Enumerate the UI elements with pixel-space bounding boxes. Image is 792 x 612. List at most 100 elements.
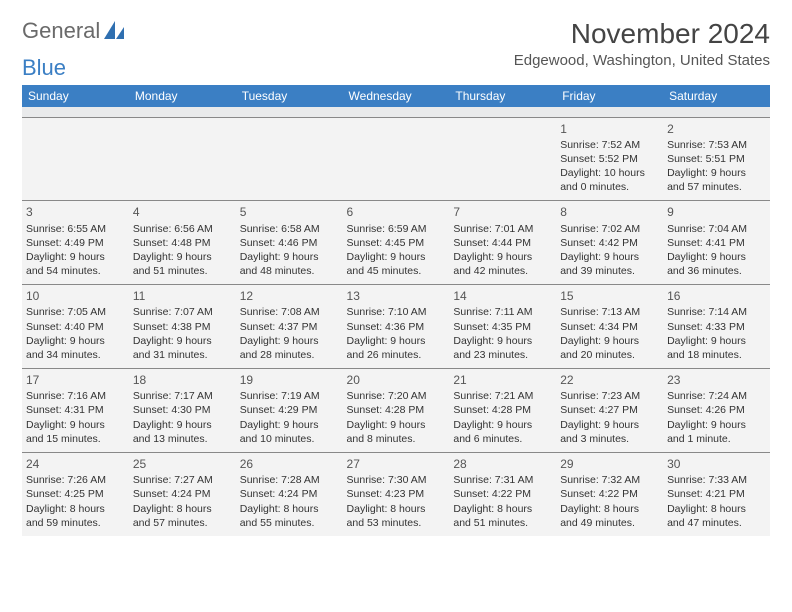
day-number: 6 (347, 201, 446, 221)
calendar-cell: 30Sunrise: 7:33 AMSunset: 4:21 PMDayligh… (663, 453, 770, 536)
day-number: 23 (667, 369, 766, 389)
day-info: Sunrise: 7:31 AMSunset: 4:22 PMDaylight:… (453, 473, 552, 530)
day-info: Sunrise: 7:21 AMSunset: 4:28 PMDaylight:… (453, 389, 552, 446)
calendar-cell: 13Sunrise: 7:10 AMSunset: 4:36 PMDayligh… (343, 285, 450, 369)
day-info: Sunrise: 7:14 AMSunset: 4:33 PMDaylight:… (667, 305, 766, 362)
weekday-header: Wednesday (343, 85, 450, 107)
day-number: 8 (560, 201, 659, 221)
day-number: 12 (240, 285, 339, 305)
calendar-cell: 25Sunrise: 7:27 AMSunset: 4:24 PMDayligh… (129, 453, 236, 536)
weekday-header: Tuesday (236, 85, 343, 107)
day-info: Sunrise: 7:53 AMSunset: 5:51 PMDaylight:… (667, 138, 766, 195)
calendar-cell: 16Sunrise: 7:14 AMSunset: 4:33 PMDayligh… (663, 285, 770, 369)
calendar-table: SundayMondayTuesdayWednesdayThursdayFrid… (22, 85, 770, 536)
day-info: Sunrise: 7:07 AMSunset: 4:38 PMDaylight:… (133, 305, 232, 362)
calendar-cell: 6Sunrise: 6:59 AMSunset: 4:45 PMDaylight… (343, 201, 450, 285)
calendar-cell: 26Sunrise: 7:28 AMSunset: 4:24 PMDayligh… (236, 453, 343, 536)
day-number: 22 (560, 369, 659, 389)
day-number: 26 (240, 453, 339, 473)
day-number: 27 (347, 453, 446, 473)
calendar-cell: 9Sunrise: 7:04 AMSunset: 4:41 PMDaylight… (663, 201, 770, 285)
calendar-cell: 29Sunrise: 7:32 AMSunset: 4:22 PMDayligh… (556, 453, 663, 536)
calendar-cell: 18Sunrise: 7:17 AMSunset: 4:30 PMDayligh… (129, 369, 236, 453)
day-info: Sunrise: 7:26 AMSunset: 4:25 PMDaylight:… (26, 473, 125, 530)
day-info: Sunrise: 7:32 AMSunset: 4:22 PMDaylight:… (560, 473, 659, 530)
day-number: 13 (347, 285, 446, 305)
calendar-cell: 2Sunrise: 7:53 AMSunset: 5:51 PMDaylight… (663, 117, 770, 201)
day-number: 15 (560, 285, 659, 305)
calendar-cell: 7Sunrise: 7:01 AMSunset: 4:44 PMDaylight… (449, 201, 556, 285)
day-info: Sunrise: 6:58 AMSunset: 4:46 PMDaylight:… (240, 222, 339, 279)
day-info: Sunrise: 7:20 AMSunset: 4:28 PMDaylight:… (347, 389, 446, 446)
day-info: Sunrise: 6:56 AMSunset: 4:48 PMDaylight:… (133, 222, 232, 279)
calendar-cell: 11Sunrise: 7:07 AMSunset: 4:38 PMDayligh… (129, 285, 236, 369)
day-info: Sunrise: 7:52 AMSunset: 5:52 PMDaylight:… (560, 138, 659, 195)
day-info: Sunrise: 7:23 AMSunset: 4:27 PMDaylight:… (560, 389, 659, 446)
calendar-cell: 28Sunrise: 7:31 AMSunset: 4:22 PMDayligh… (449, 453, 556, 536)
day-number: 19 (240, 369, 339, 389)
calendar-cell: 27Sunrise: 7:30 AMSunset: 4:23 PMDayligh… (343, 453, 450, 536)
day-number: 7 (453, 201, 552, 221)
day-number: 29 (560, 453, 659, 473)
day-info: Sunrise: 6:59 AMSunset: 4:45 PMDaylight:… (347, 222, 446, 279)
day-info: Sunrise: 7:33 AMSunset: 4:21 PMDaylight:… (667, 473, 766, 530)
calendar-cell: 20Sunrise: 7:20 AMSunset: 4:28 PMDayligh… (343, 369, 450, 453)
day-info: Sunrise: 7:27 AMSunset: 4:24 PMDaylight:… (133, 473, 232, 530)
calendar-cell: 22Sunrise: 7:23 AMSunset: 4:27 PMDayligh… (556, 369, 663, 453)
calendar-cell: 14Sunrise: 7:11 AMSunset: 4:35 PMDayligh… (449, 285, 556, 369)
day-info: Sunrise: 7:11 AMSunset: 4:35 PMDaylight:… (453, 305, 552, 362)
day-number: 9 (667, 201, 766, 221)
weekday-header: Thursday (449, 85, 556, 107)
calendar-cell: 12Sunrise: 7:08 AMSunset: 4:37 PMDayligh… (236, 285, 343, 369)
logo-blue-text: Blue (22, 55, 770, 81)
day-number: 11 (133, 285, 232, 305)
day-info: Sunrise: 7:01 AMSunset: 4:44 PMDaylight:… (453, 222, 552, 279)
day-info: Sunrise: 7:05 AMSunset: 4:40 PMDaylight:… (26, 305, 125, 362)
day-number: 21 (453, 369, 552, 389)
day-number: 3 (26, 201, 125, 221)
day-number: 16 (667, 285, 766, 305)
calendar-cell (449, 117, 556, 201)
day-number: 4 (133, 201, 232, 221)
calendar-cell: 24Sunrise: 7:26 AMSunset: 4:25 PMDayligh… (22, 453, 129, 536)
day-number: 14 (453, 285, 552, 305)
calendar-cell: 5Sunrise: 6:58 AMSunset: 4:46 PMDaylight… (236, 201, 343, 285)
logo: General (22, 18, 128, 44)
weekday-header: Sunday (22, 85, 129, 107)
day-info: Sunrise: 7:19 AMSunset: 4:29 PMDaylight:… (240, 389, 339, 446)
calendar-cell (22, 117, 129, 201)
calendar-header-row: SundayMondayTuesdayWednesdayThursdayFrid… (22, 85, 770, 107)
calendar-cell: 15Sunrise: 7:13 AMSunset: 4:34 PMDayligh… (556, 285, 663, 369)
day-number: 1 (560, 118, 659, 138)
day-number: 28 (453, 453, 552, 473)
day-info: Sunrise: 7:16 AMSunset: 4:31 PMDaylight:… (26, 389, 125, 446)
calendar-cell: 10Sunrise: 7:05 AMSunset: 4:40 PMDayligh… (22, 285, 129, 369)
calendar-cell (129, 117, 236, 201)
calendar-cell: 17Sunrise: 7:16 AMSunset: 4:31 PMDayligh… (22, 369, 129, 453)
day-number: 18 (133, 369, 232, 389)
calendar-cell: 19Sunrise: 7:19 AMSunset: 4:29 PMDayligh… (236, 369, 343, 453)
day-info: Sunrise: 7:17 AMSunset: 4:30 PMDaylight:… (133, 389, 232, 446)
day-info: Sunrise: 7:13 AMSunset: 4:34 PMDaylight:… (560, 305, 659, 362)
day-info: Sunrise: 7:10 AMSunset: 4:36 PMDaylight:… (347, 305, 446, 362)
day-info: Sunrise: 7:30 AMSunset: 4:23 PMDaylight:… (347, 473, 446, 530)
day-info: Sunrise: 7:02 AMSunset: 4:42 PMDaylight:… (560, 222, 659, 279)
day-info: Sunrise: 7:28 AMSunset: 4:24 PMDaylight:… (240, 473, 339, 530)
day-number: 17 (26, 369, 125, 389)
calendar-cell: 8Sunrise: 7:02 AMSunset: 4:42 PMDaylight… (556, 201, 663, 285)
calendar-cell: 3Sunrise: 6:55 AMSunset: 4:49 PMDaylight… (22, 201, 129, 285)
calendar-cell (236, 117, 343, 201)
day-info: Sunrise: 7:08 AMSunset: 4:37 PMDaylight:… (240, 305, 339, 362)
logo-text-general: General (22, 18, 100, 44)
day-number: 10 (26, 285, 125, 305)
day-info: Sunrise: 6:55 AMSunset: 4:49 PMDaylight:… (26, 222, 125, 279)
day-number: 2 (667, 118, 766, 138)
calendar-cell: 21Sunrise: 7:21 AMSunset: 4:28 PMDayligh… (449, 369, 556, 453)
day-info: Sunrise: 7:04 AMSunset: 4:41 PMDaylight:… (667, 222, 766, 279)
weekday-header: Monday (129, 85, 236, 107)
logo-sail-icon (104, 21, 126, 41)
calendar-cell: 1Sunrise: 7:52 AMSunset: 5:52 PMDaylight… (556, 117, 663, 201)
day-number: 30 (667, 453, 766, 473)
weekday-header: Friday (556, 85, 663, 107)
calendar-cell: 4Sunrise: 6:56 AMSunset: 4:48 PMDaylight… (129, 201, 236, 285)
